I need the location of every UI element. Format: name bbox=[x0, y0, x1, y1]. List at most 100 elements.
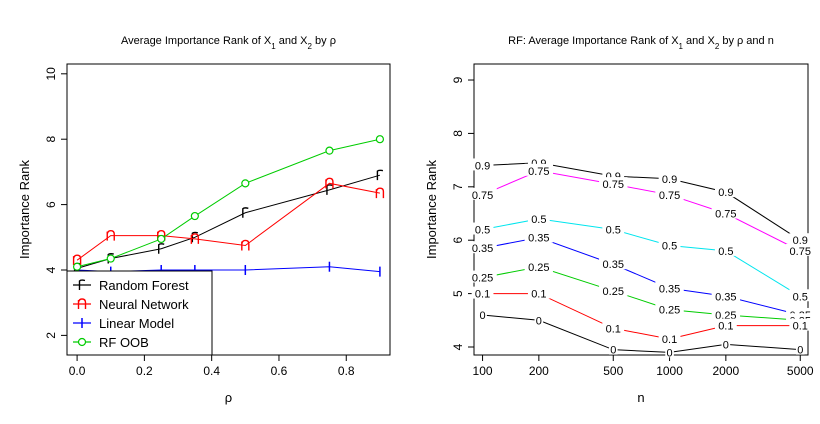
label-bg bbox=[468, 187, 497, 200]
label-bg bbox=[599, 283, 628, 296]
data-point-label: 0.1 bbox=[531, 289, 546, 301]
label-bg bbox=[658, 171, 681, 184]
data-point-label: 0.75 bbox=[790, 246, 811, 258]
point-marker bbox=[325, 177, 334, 189]
data-point-label: 0.5 bbox=[793, 291, 808, 303]
series-line bbox=[482, 237, 801, 316]
x-tick-label: 0.6 bbox=[271, 364, 288, 378]
title-part-mid: and X bbox=[276, 35, 308, 47]
plot-frame bbox=[66, 63, 391, 356]
y-axis-label: Importance Rank bbox=[424, 160, 439, 259]
label-bg bbox=[789, 318, 812, 331]
series-line bbox=[76, 138, 381, 268]
data-point-label: 0.25 bbox=[472, 273, 493, 285]
label-bg bbox=[534, 313, 544, 326]
series-5: 0.1 0.1 0.1 0.1 0.1 0.1 bbox=[471, 286, 812, 346]
data-point-label: 0.1 bbox=[475, 289, 490, 301]
legend-entry: Neural Network bbox=[73, 297, 189, 312]
point-marker bbox=[158, 243, 165, 254]
title-part-s2: 2 bbox=[715, 42, 720, 51]
series-1 bbox=[72, 177, 385, 266]
label-bg bbox=[471, 158, 494, 171]
series-3: 0.350.350.350.350.350.35 bbox=[468, 230, 815, 322]
data-point-label: 0.5 bbox=[531, 214, 546, 226]
data-point-label: 0.1 bbox=[662, 334, 677, 346]
label-bg bbox=[468, 270, 497, 283]
label-bg bbox=[789, 233, 812, 246]
point-marker bbox=[326, 184, 333, 195]
data-point-label: 0.75 bbox=[603, 179, 624, 191]
point-marker bbox=[72, 254, 82, 266]
data-point-label: 0.5 bbox=[475, 225, 490, 237]
data-point-label: 0.35 bbox=[528, 233, 549, 245]
series-6: 0 0 0 0 0 0 bbox=[478, 307, 805, 359]
y-tick-label: 2 bbox=[44, 332, 58, 339]
legend-label: Random Forest bbox=[99, 278, 189, 293]
legend-label: RF OOB bbox=[99, 335, 149, 350]
data-point-label: 0.1 bbox=[793, 321, 808, 333]
point-marker bbox=[78, 279, 86, 290]
label-bg bbox=[655, 281, 684, 294]
x-tick-label: 0.4 bbox=[203, 364, 220, 378]
x-tick-label: 500 bbox=[603, 364, 623, 378]
x-tick-label: 100 bbox=[473, 364, 493, 378]
data-point-label: 0.1 bbox=[606, 323, 621, 335]
label-bg bbox=[658, 238, 681, 251]
point-marker bbox=[77, 298, 87, 309]
legend-entry: Random Forest bbox=[73, 278, 189, 293]
title-part-s2: 2 bbox=[308, 42, 313, 51]
y-tick-label: 7 bbox=[451, 183, 465, 190]
data-point-label: 0.75 bbox=[528, 166, 549, 178]
legend-label: Linear Model bbox=[99, 316, 174, 331]
label-bg bbox=[786, 243, 815, 256]
point-marker bbox=[191, 231, 199, 243]
label-bg bbox=[524, 259, 554, 272]
label-bg bbox=[714, 185, 737, 198]
point-marker bbox=[106, 254, 115, 263]
data-point-label: 0.9 bbox=[475, 160, 490, 172]
data-point-label: 0.9 bbox=[718, 187, 733, 199]
panel-0: 0.0 0.2 0.4 0.6 0.8 2 4 6 8 10 ρ Importance Rank bbox=[17, 63, 391, 405]
label-bg bbox=[599, 177, 628, 190]
chart-title: Average Importance Rank of X1 and X2 by … bbox=[121, 35, 336, 51]
label-bg bbox=[714, 243, 737, 256]
point-marker bbox=[242, 207, 249, 218]
label-bg bbox=[524, 163, 554, 176]
point-marker bbox=[106, 229, 115, 241]
point-marker bbox=[72, 262, 82, 271]
label-bg bbox=[789, 289, 812, 302]
data-point-label: 0.35 bbox=[715, 291, 736, 303]
label-bg bbox=[608, 342, 618, 355]
series-0: 0.9 0.90.9 0.90.90.9 bbox=[471, 155, 812, 247]
y-tick-label: 5 bbox=[451, 290, 465, 297]
data-point-label: 0.35 bbox=[603, 259, 624, 271]
series-line bbox=[482, 314, 801, 353]
data-point-label: 0 bbox=[536, 315, 542, 327]
data-point-label: 0.5 bbox=[718, 246, 733, 258]
label-bg bbox=[599, 257, 628, 270]
data-point-label: 0 bbox=[797, 345, 803, 357]
label-bg bbox=[655, 302, 684, 315]
label-bg bbox=[658, 331, 681, 344]
data-point-label: 0.25 bbox=[528, 262, 549, 274]
title-part-post: by ρ bbox=[312, 35, 336, 47]
x-tick-label: 0.0 bbox=[69, 364, 86, 378]
data-point-label: 0.75 bbox=[472, 190, 493, 202]
title-part-post: by ρ and n bbox=[719, 35, 774, 47]
chart-title: RF: Average Importance Rank of X1 and X2… bbox=[508, 35, 774, 51]
point-marker bbox=[241, 179, 250, 188]
title-part-pre: RF: Average Importance Rank of X bbox=[508, 35, 679, 47]
legend: Random Forest Neural Network Linear Model R… bbox=[66, 270, 213, 356]
point-marker bbox=[107, 252, 114, 264]
legend-entry: RF OOB bbox=[73, 335, 149, 350]
label-bg bbox=[471, 286, 494, 299]
y-tick-label: 6 bbox=[451, 237, 465, 244]
label-bg bbox=[468, 241, 497, 254]
series-1: 0.75 0.75 0.75 0.75 0.75 0.75 bbox=[468, 163, 815, 258]
label-bg bbox=[711, 206, 741, 219]
data-point-label: 0.1 bbox=[718, 321, 733, 333]
y-tick-label: 9 bbox=[451, 76, 465, 83]
x-tick-label: 0.8 bbox=[338, 364, 355, 378]
data-point-label: 0 bbox=[666, 347, 672, 359]
